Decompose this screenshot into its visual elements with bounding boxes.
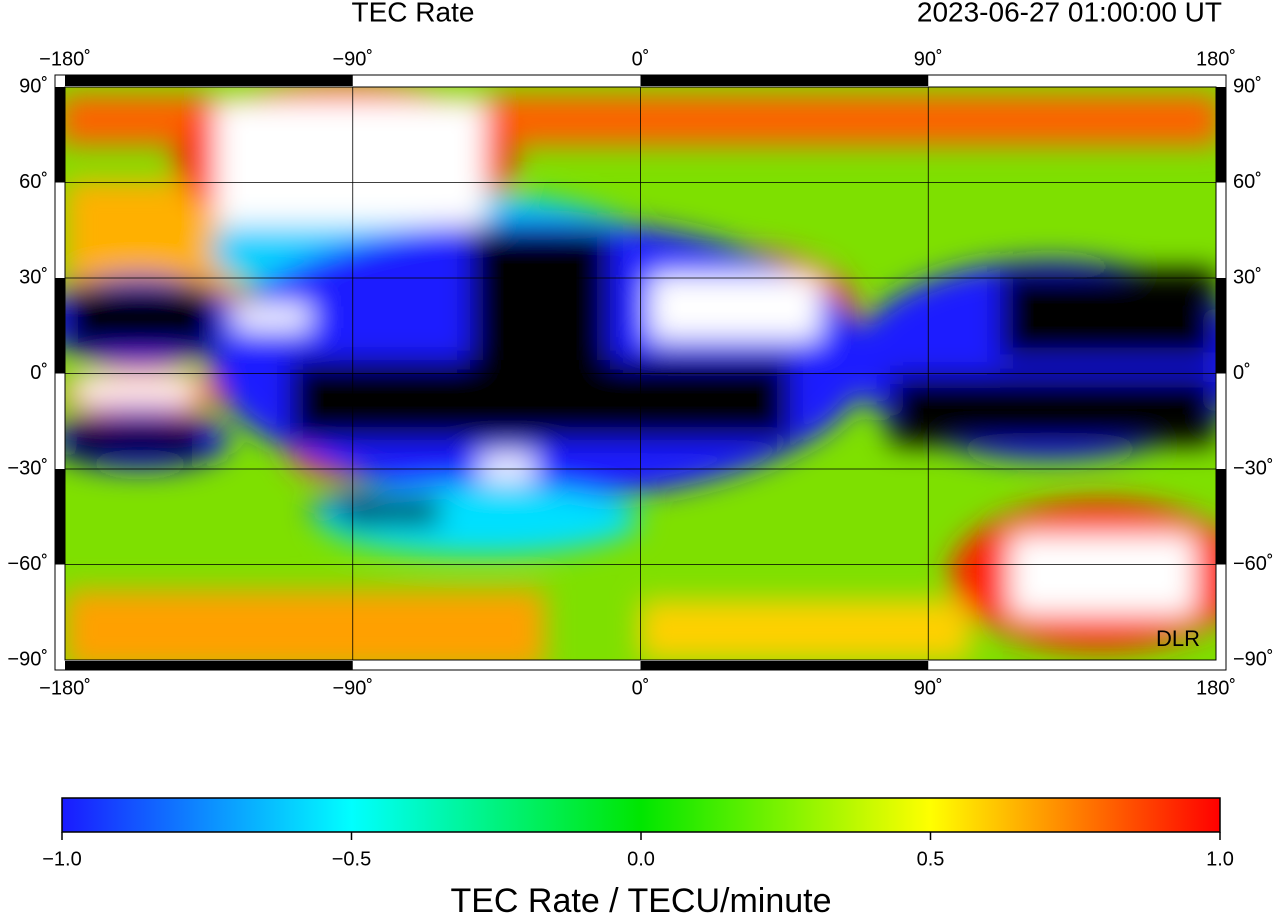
colorbar-label: TEC Rate / TECU/minute (450, 882, 831, 919)
lat-tick-label: 60˚ (1233, 171, 1262, 193)
colorbar-tick-label: 0.5 (917, 848, 945, 870)
lat-tick-label: 30˚ (1233, 266, 1262, 288)
timestamp: 2023-06-27 01:00:00 UT (917, 0, 1222, 27)
lon-tick-label: 0˚ (632, 677, 650, 699)
lat-tick-label: 30˚ (19, 266, 48, 288)
colorbar-tick-label: 0.0 (627, 848, 655, 870)
lon-tick-label: −90˚ (332, 677, 373, 699)
credit: DLR (1156, 626, 1200, 651)
lon-tick-label: 90˚ (914, 677, 943, 699)
lon-tick-label: −180˚ (39, 677, 91, 699)
frame-bar (1216, 278, 1226, 374)
frame-bar (65, 661, 353, 670)
colorbar-tick-label: 1.0 (1206, 848, 1234, 870)
lat-tick-label: 0˚ (1233, 362, 1251, 384)
lat-tick-label: −30˚ (7, 457, 48, 479)
lat-tick-label: 60˚ (19, 171, 48, 193)
lon-tick-label: 180˚ (1196, 677, 1236, 699)
lat-tick-label: 0˚ (30, 362, 48, 384)
lat-tick-label: 90˚ (19, 75, 48, 97)
frame-bars (55, 75, 1226, 670)
lon-tick-label: 0˚ (632, 48, 650, 70)
frame-bar (55, 87, 65, 183)
lat-tick-label: −60˚ (1233, 553, 1274, 575)
lon-tick-label: 180˚ (1196, 48, 1236, 70)
colorbar-tick-label: −1.0 (42, 848, 81, 870)
frame-bar (55, 278, 65, 374)
lon-tick-label: −180˚ (39, 48, 91, 70)
lat-tick-label: −30˚ (1233, 457, 1274, 479)
lat-tick-label: −90˚ (7, 648, 48, 670)
frame-bar (55, 469, 65, 565)
frame-bar (1216, 87, 1226, 183)
colorbar (61, 797, 1221, 833)
tec-field (65, 87, 1216, 660)
frame-bar (640, 661, 929, 670)
lon-tick-label: −90˚ (332, 48, 373, 70)
frame-bar (1216, 469, 1226, 565)
lat-tick-label: −60˚ (7, 553, 48, 575)
title: TEC Rate (352, 0, 475, 27)
frame-bar (640, 75, 929, 86)
frame-bar (65, 75, 353, 86)
lon-tick-label: 90˚ (914, 48, 943, 70)
lat-tick-label: 90˚ (1233, 75, 1262, 97)
colorbar-tick-label: −0.5 (332, 848, 371, 870)
lat-tick-label: −90˚ (1233, 648, 1274, 670)
